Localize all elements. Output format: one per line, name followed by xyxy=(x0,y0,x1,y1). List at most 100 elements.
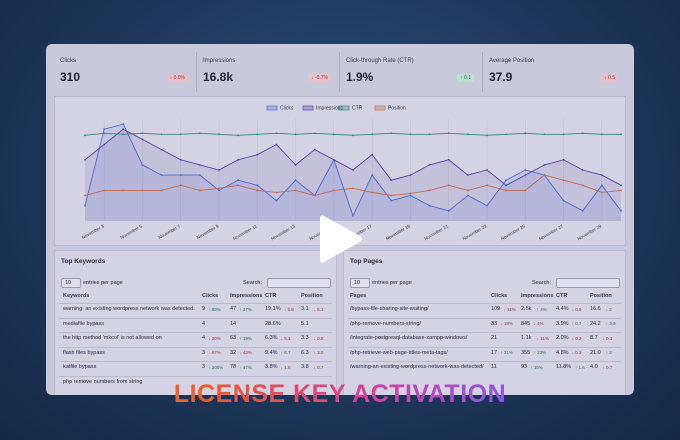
cell: 14 xyxy=(230,320,237,327)
point xyxy=(141,138,144,141)
point xyxy=(160,174,163,176)
page-size: 10 xyxy=(354,280,361,286)
legend-label: Clicks xyxy=(280,106,294,112)
point xyxy=(160,189,163,192)
cell: 4 xyxy=(202,335,206,341)
point xyxy=(237,184,240,187)
column-header: CTR xyxy=(265,293,277,299)
column-header: Impressions xyxy=(230,293,263,299)
point xyxy=(332,133,335,136)
point xyxy=(256,133,259,136)
point xyxy=(581,169,584,171)
point xyxy=(600,133,603,136)
point xyxy=(543,164,546,166)
legend-swatch xyxy=(374,105,386,111)
point xyxy=(409,133,412,136)
point xyxy=(447,209,450,212)
point xyxy=(352,187,354,190)
point xyxy=(122,189,125,192)
search-input[interactable] xyxy=(267,278,331,288)
cell: /php-remove-numbers-string/ xyxy=(350,320,421,327)
x-tick-label: November 29 xyxy=(576,223,602,241)
page-size-select[interactable]: 10 xyxy=(350,278,370,288)
point xyxy=(179,174,182,176)
cell: 6.3% xyxy=(265,335,278,341)
point xyxy=(237,158,240,161)
cell: 28.6% xyxy=(265,320,281,327)
cell: 4.8% xyxy=(556,349,569,356)
search-input[interactable] xyxy=(556,278,620,288)
cell: /integrate-postgresql-database-xampp-win… xyxy=(350,335,468,341)
point xyxy=(103,143,106,146)
cell: 11 xyxy=(491,364,497,370)
cell: 4.0 xyxy=(590,364,598,370)
cell: 3 xyxy=(202,364,206,370)
cell: 355 xyxy=(521,349,531,356)
point xyxy=(371,191,374,194)
cell: 3 xyxy=(202,349,206,356)
cell-delta: ↓ 0.7 xyxy=(602,364,613,370)
play-button[interactable] xyxy=(310,208,370,270)
point xyxy=(352,169,354,171)
point xyxy=(505,189,508,192)
row-divider xyxy=(348,332,621,333)
point xyxy=(505,133,508,136)
point xyxy=(600,174,603,176)
x-tick-label: November 7 xyxy=(157,223,181,240)
point xyxy=(390,199,393,202)
cell-delta: ↑ 47% xyxy=(239,364,252,370)
cell-delta: ↑ 6.7 xyxy=(280,350,291,355)
point xyxy=(562,199,565,202)
point xyxy=(294,179,297,182)
cell-delta: ↓ 0.7 xyxy=(313,364,324,370)
search-label: Search: xyxy=(243,280,262,286)
x-tick-label: November 23 xyxy=(462,223,488,241)
cell: 32 xyxy=(230,349,237,356)
x-tick-label: November 21 xyxy=(423,223,449,241)
point xyxy=(390,179,393,182)
x-tick-label: November 5 xyxy=(119,223,143,240)
cell: 9 xyxy=(202,306,206,312)
cell: 19.1% xyxy=(265,306,281,312)
stat-change: ↓ -0.7% xyxy=(308,74,331,82)
cell: 47 xyxy=(230,306,237,312)
play-icon[interactable] xyxy=(320,215,362,263)
cell-delta: ↓ 1.6 xyxy=(280,364,291,370)
point xyxy=(562,158,565,161)
row-divider xyxy=(59,361,332,362)
cell: 11.8% xyxy=(556,364,572,370)
legend-label: Position xyxy=(388,106,406,112)
row-divider xyxy=(59,375,332,377)
cell: the http method 'mkcol' is not allowed o… xyxy=(63,335,162,341)
cell: 93 xyxy=(521,364,528,370)
cell: 109 xyxy=(491,306,501,312)
cell: 5.1 xyxy=(301,320,309,327)
point xyxy=(103,132,106,135)
cell: 6.3 xyxy=(301,349,309,356)
point xyxy=(84,134,86,137)
point xyxy=(275,132,278,135)
point xyxy=(275,199,278,202)
cell-delta: ↑ 0.7 xyxy=(571,321,582,326)
cell: /bypass-file-sharing-site-waiting/ xyxy=(350,306,429,312)
page-size-select[interactable]: 10 xyxy=(61,278,81,288)
cell: 3.8% xyxy=(265,364,278,370)
point xyxy=(371,174,374,176)
entries-label: entries per page xyxy=(83,280,123,286)
point xyxy=(256,189,259,192)
point xyxy=(505,184,508,187)
cell-delta: ↑ 3.9 xyxy=(605,321,616,326)
area xyxy=(85,129,621,221)
point xyxy=(524,189,527,192)
cell-delta: ↓ 2 xyxy=(605,306,612,312)
point xyxy=(466,189,469,192)
cell: 33 xyxy=(491,320,498,327)
cell-delta: ↑ 19% xyxy=(239,335,252,341)
point xyxy=(581,209,584,212)
point xyxy=(84,158,86,161)
stat-value: 310 xyxy=(60,70,81,84)
cell: 8.7 xyxy=(590,335,598,341)
cell-delta: ↓ 3.0 xyxy=(313,350,324,355)
search-label: Search: xyxy=(532,280,551,286)
point xyxy=(505,179,508,182)
